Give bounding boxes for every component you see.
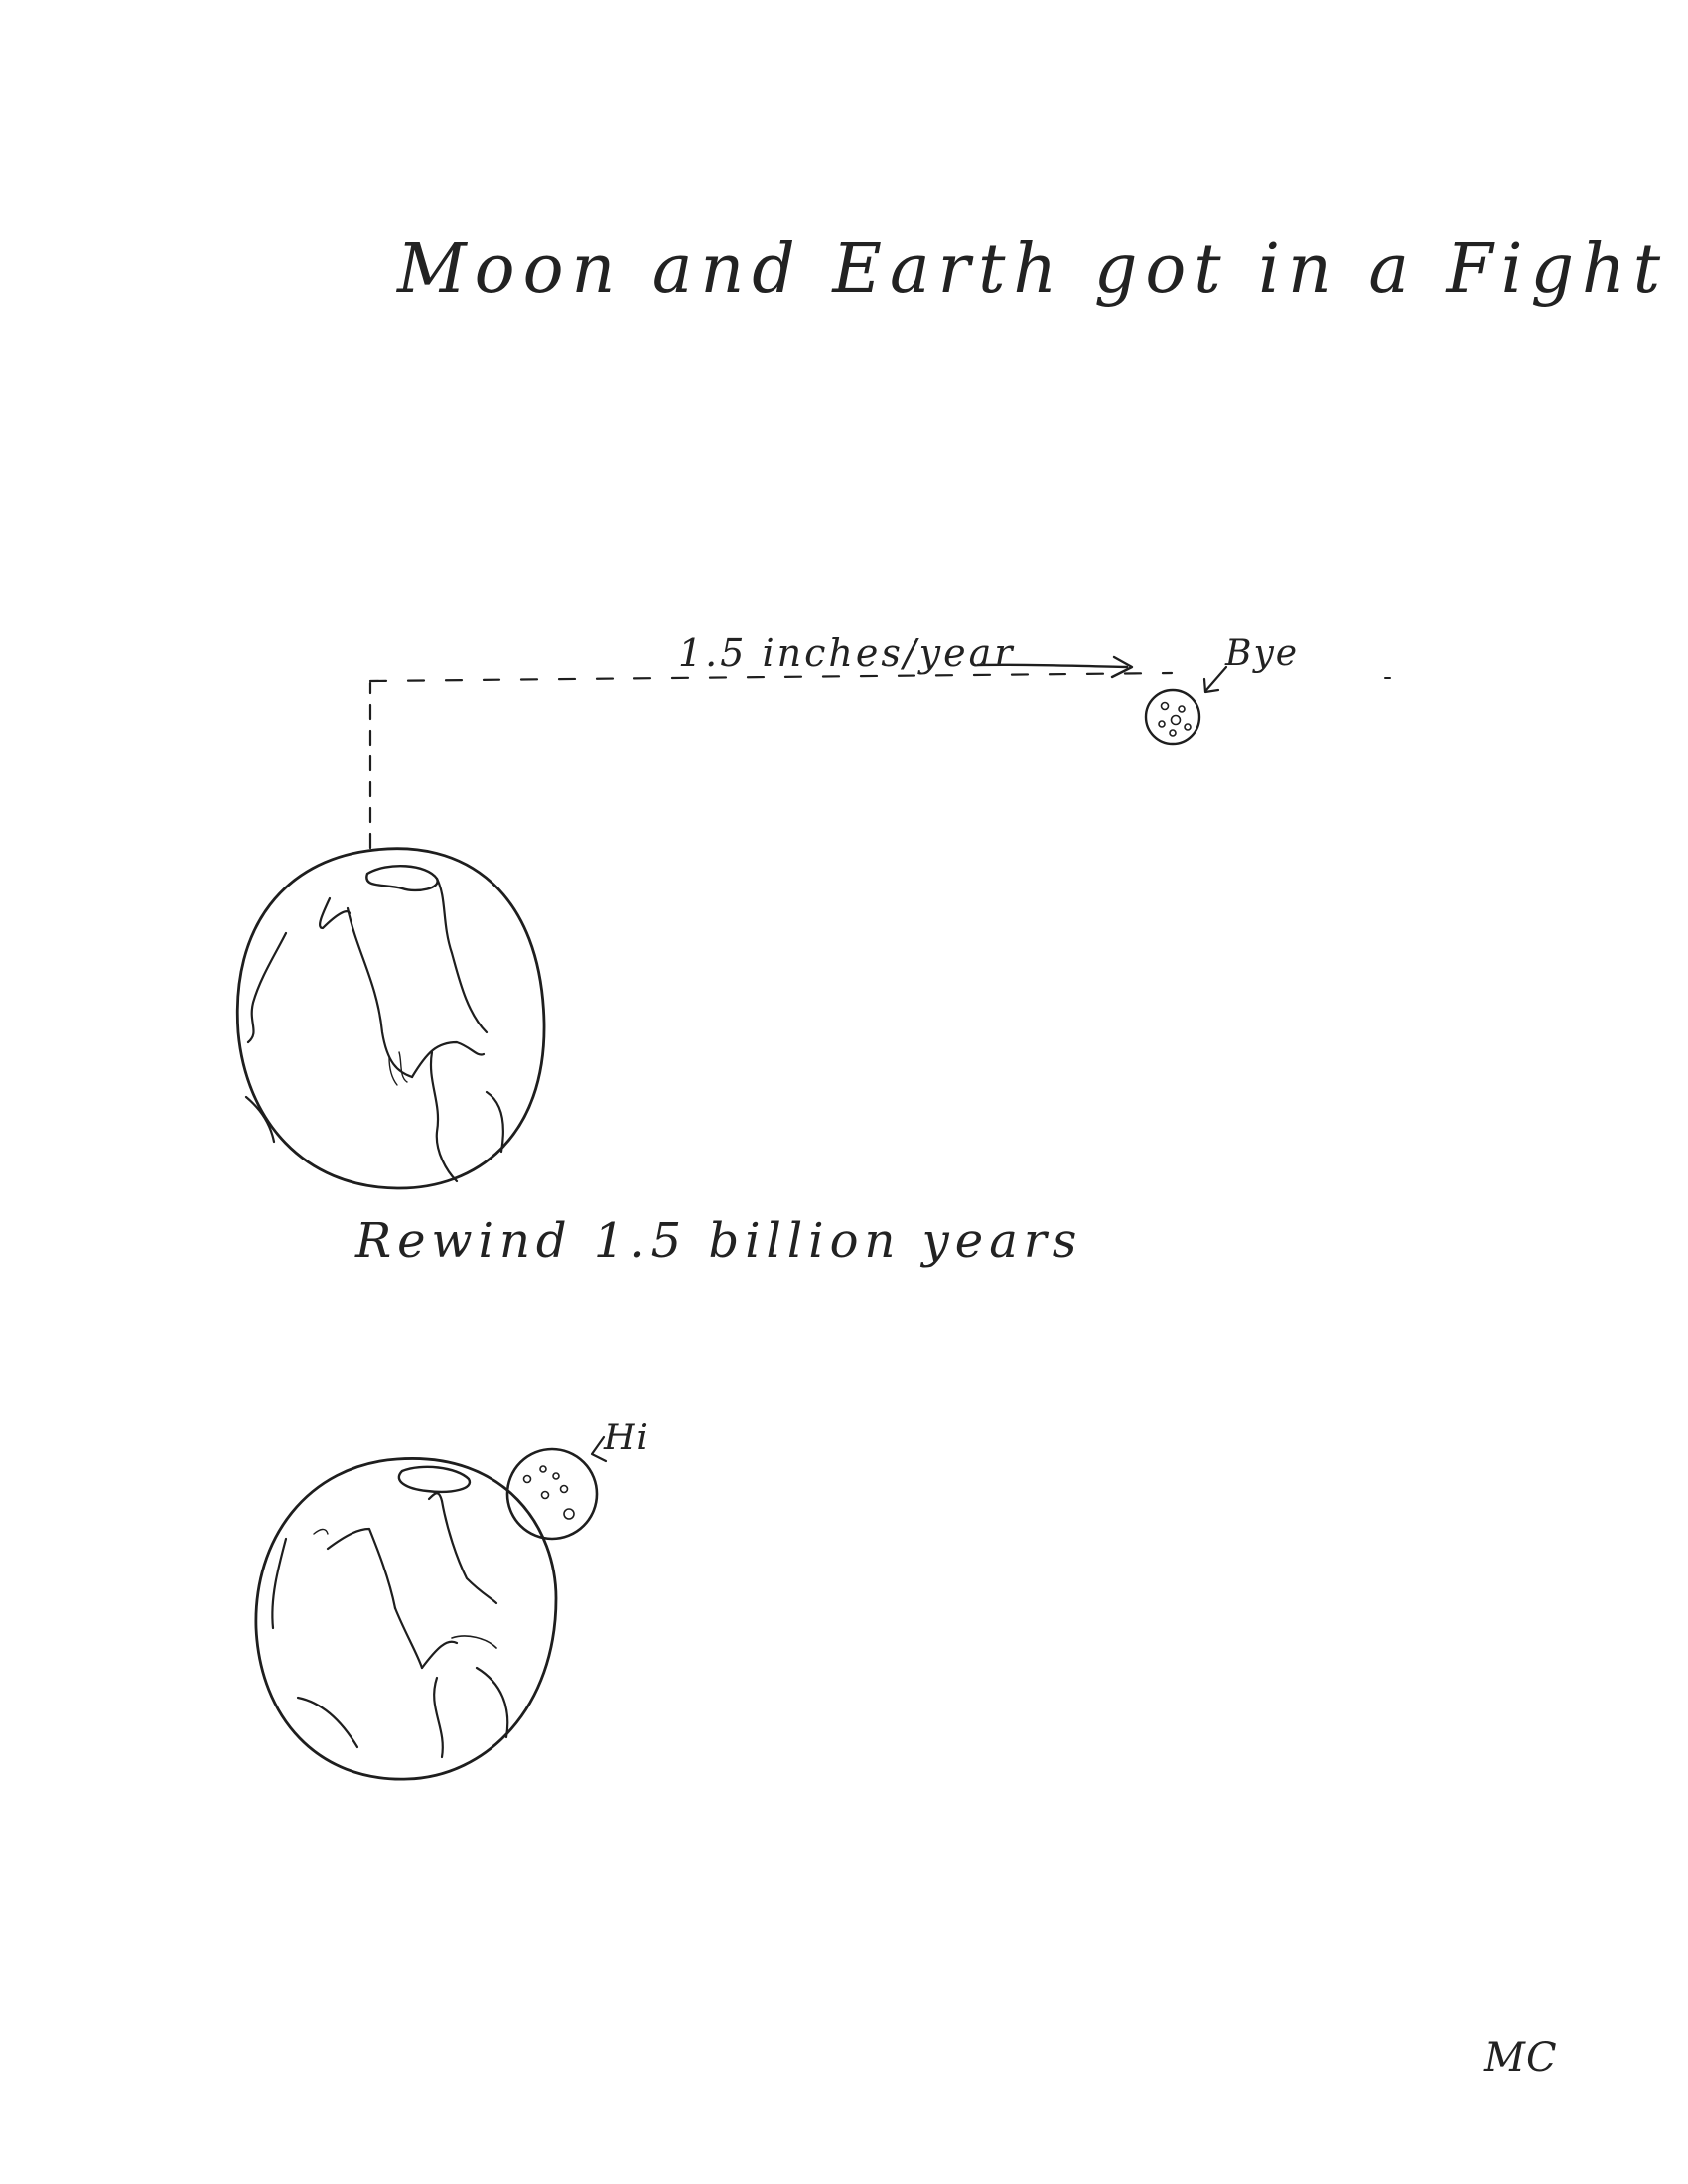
earth-present — [235, 847, 546, 1190]
rate-arrow — [976, 655, 1134, 679]
page-title: Moon and Earth got in a Fight — [397, 230, 1669, 309]
bye-label: Bye — [1225, 633, 1300, 674]
hi-label: Hi — [604, 1418, 650, 1458]
artist-signature: MC — [1484, 2035, 1558, 2081]
earth-past — [254, 1457, 558, 1781]
bye-pointer — [1202, 665, 1228, 694]
rewind-label: Rewind 1.5 billion years — [355, 1213, 1083, 1269]
small-moon — [1144, 688, 1201, 746]
hi-pointer — [590, 1435, 608, 1463]
rate-label: 1.5 inches/year — [678, 631, 1016, 675]
distance-dashed-line — [368, 671, 1391, 850]
large-moon — [505, 1447, 599, 1541]
